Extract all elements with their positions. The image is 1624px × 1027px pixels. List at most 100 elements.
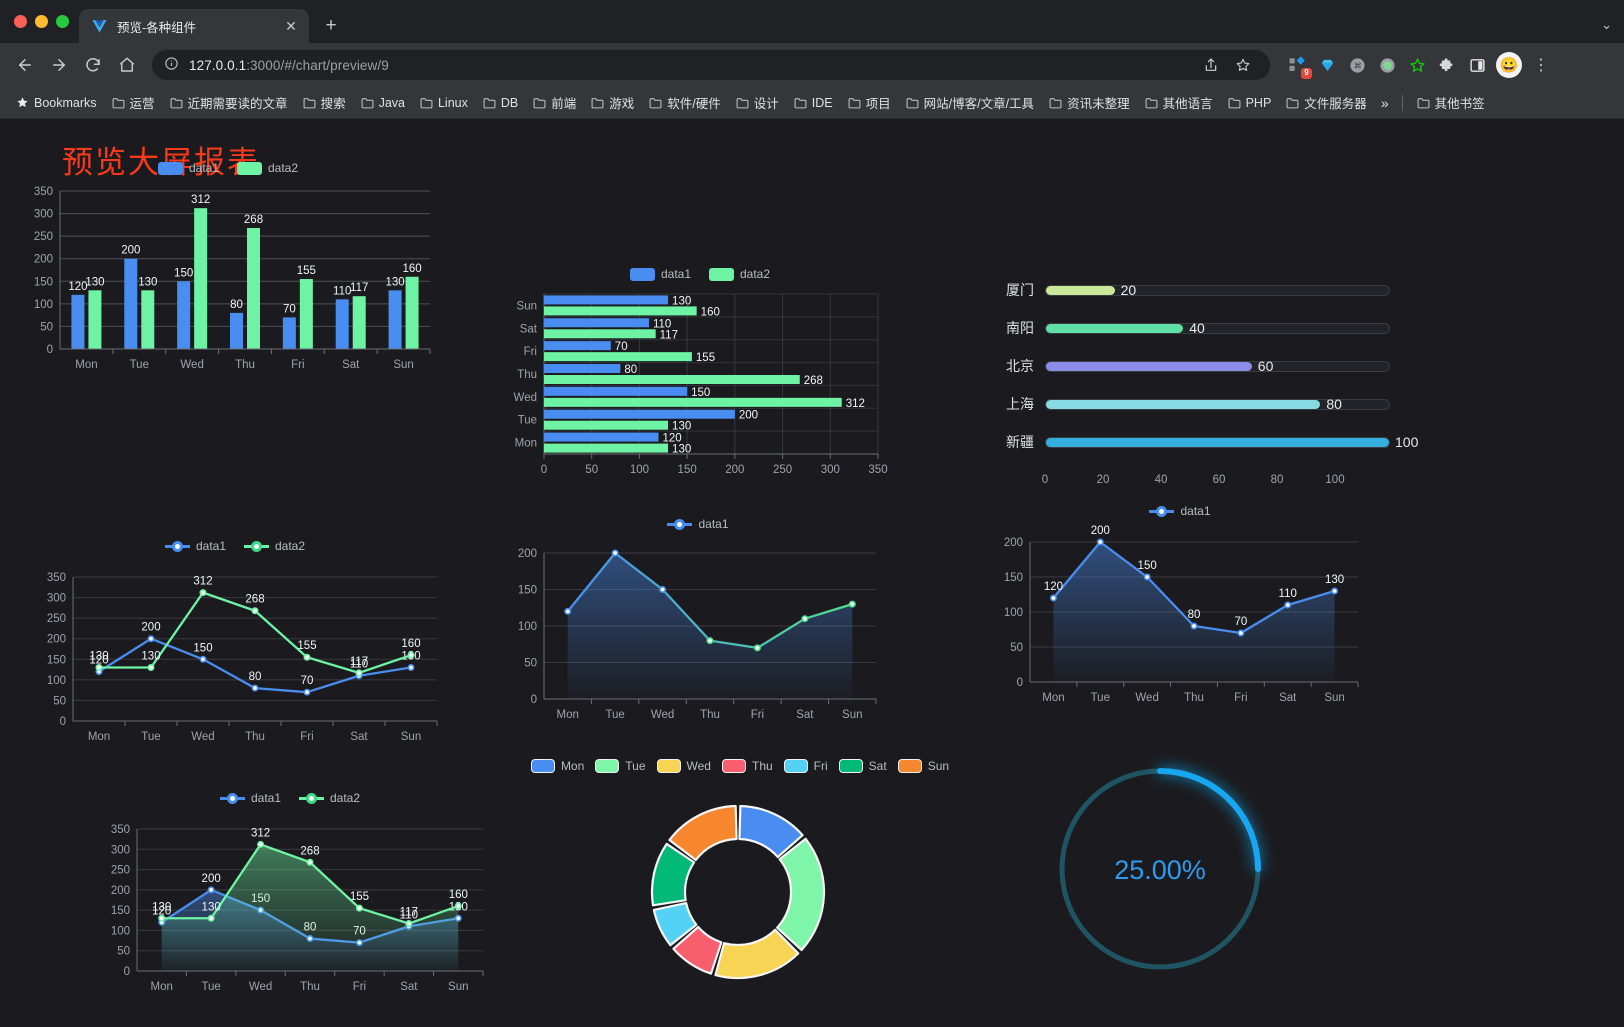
donut-slice[interactable] <box>668 804 738 862</box>
minimize-window-button[interactable] <box>35 15 48 28</box>
bookmark-folder[interactable]: 资讯未整理 <box>1042 89 1137 116</box>
new-tab-button[interactable]: + <box>325 15 337 36</box>
progress-row[interactable]: 上海 80 <box>990 385 1390 423</box>
bookmark-folder[interactable]: 近期需要读的文章 <box>163 89 295 116</box>
home-button[interactable] <box>112 50 142 80</box>
legend-item-thu[interactable]: Thu <box>721 759 773 773</box>
chart-area-single[interactable]: data1 0 50 100 150 200 Mon Tue Wed Thu Fri Sat Sun 1… <box>980 504 1380 719</box>
bookmark-folder[interactable]: 游戏 <box>584 89 641 116</box>
bar[interactable] <box>247 228 260 349</box>
bar[interactable] <box>282 317 296 349</box>
bookmark-folder[interactable]: 搜索 <box>296 89 353 116</box>
bar[interactable] <box>544 375 800 384</box>
progress-track[interactable]: 20 <box>1045 282 1390 298</box>
bar[interactable] <box>299 279 313 349</box>
bar[interactable] <box>544 432 659 442</box>
legend-item-mon[interactable]: Mon <box>530 759 584 773</box>
legend-item-data2[interactable]: data2 <box>299 791 360 805</box>
bar[interactable] <box>544 352 692 362</box>
chart-line-smooth-gradient[interactable]: data1 0 50 100 150 200 Mon Tue Wed Thu Fri Sat Sun <box>498 517 898 732</box>
data-point[interactable] <box>303 688 311 696</box>
progress-row[interactable]: 新疆 100 <box>990 423 1418 461</box>
chart-area-dual[interactable]: data1 data2 0 50 100 150 200 250 300 350 Mon Tue W… <box>85 791 495 1016</box>
data-point[interactable] <box>407 651 415 659</box>
chart-bar-vertical[interactable]: data1 data2 0 50 100 150 200 250 300 350 Mon 120 1… <box>18 161 438 411</box>
bar[interactable] <box>230 312 243 349</box>
bookmark-folder[interactable]: 项目 <box>841 89 898 116</box>
sidepanel-icon[interactable] <box>1466 54 1488 76</box>
bar[interactable] <box>388 290 402 349</box>
close-tab-button[interactable]: ✕ <box>285 18 297 34</box>
bar[interactable] <box>71 294 85 349</box>
data-point[interactable] <box>147 664 155 672</box>
data-point[interactable] <box>355 904 363 912</box>
browser-tab[interactable]: 预览-各种组件 ✕ <box>79 9 309 43</box>
legend-item-data1[interactable]: data1 <box>629 267 691 281</box>
legend-item-data1[interactable]: data1 <box>164 539 226 553</box>
close-window-button[interactable] <box>14 15 27 28</box>
site-info-icon[interactable] <box>164 56 179 74</box>
data-point[interactable] <box>251 607 259 615</box>
legend-item-sun[interactable]: Sun <box>897 759 949 773</box>
bookmark-folder[interactable]: PHP <box>1221 92 1279 114</box>
bar[interactable] <box>544 295 669 305</box>
chart-gauge[interactable]: 25.00% <box>1040 744 1280 1004</box>
forward-button[interactable] <box>44 50 74 80</box>
bookmark-folder[interactable]: DB <box>476 92 525 114</box>
bar[interactable] <box>544 329 656 339</box>
legend-item-data1[interactable]: data1 <box>1149 504 1211 518</box>
donut-slice[interactable] <box>714 928 800 980</box>
donut-slice[interactable] <box>776 837 826 952</box>
data-point[interactable] <box>251 684 259 692</box>
bar[interactable] <box>352 296 366 349</box>
data-point[interactable] <box>199 655 207 663</box>
legend-item-data1[interactable]: data1 <box>667 517 729 531</box>
bookmark-folder[interactable]: 网站/博客/文章/工具 <box>899 89 1041 116</box>
data-point[interactable] <box>199 589 207 597</box>
progress-track[interactable]: 100 <box>1045 434 1418 450</box>
donut-slice[interactable] <box>650 842 696 907</box>
bar[interactable] <box>544 364 621 373</box>
data-point[interactable] <box>207 914 215 922</box>
data-point[interactable] <box>801 615 809 623</box>
bookmark-folder[interactable]: Linux <box>413 92 475 114</box>
bookmark-folder[interactable]: 软件/硬件 <box>642 89 727 116</box>
data-point[interactable] <box>1049 594 1057 602</box>
bar[interactable] <box>544 420 669 430</box>
data-point[interactable] <box>95 664 103 672</box>
bar[interactable] <box>544 443 669 453</box>
bookmarks-root[interactable]: Bookmarks <box>9 92 104 114</box>
bookmark-star-icon[interactable] <box>1228 50 1258 80</box>
bar[interactable] <box>544 386 688 396</box>
data-point[interactable] <box>753 644 761 652</box>
bar[interactable] <box>544 318 649 328</box>
data-point[interactable] <box>147 635 155 643</box>
donut-slice[interactable] <box>652 901 698 947</box>
extensions-grid-icon[interactable]: 9 <box>1286 54 1312 79</box>
back-button[interactable] <box>10 50 40 80</box>
bar[interactable] <box>544 306 697 316</box>
bar[interactable] <box>405 276 419 349</box>
bar[interactable] <box>88 290 102 349</box>
address-bar[interactable]: 127.0.0.1:3000/#/chart/preview/9 <box>152 50 1270 80</box>
chart-progress-bars[interactable]: 厦门 20 南阳 40 北京 60 上海 80 新疆 100 0 20 40 60 80 100 <box>990 271 1418 506</box>
bar[interactable] <box>124 258 138 349</box>
data-point[interactable] <box>1331 587 1339 595</box>
data-point[interactable] <box>1143 573 1151 581</box>
data-point[interactable] <box>659 585 667 593</box>
puzzle-icon[interactable] <box>1436 54 1458 76</box>
progress-track[interactable]: 80 <box>1045 396 1390 412</box>
legend-item-fri[interactable]: Fri <box>783 759 828 773</box>
bar[interactable] <box>194 208 208 349</box>
tab-list-chevron-icon[interactable]: ⌄ <box>1601 17 1612 32</box>
bookmark-folder[interactable]: Java <box>354 92 412 114</box>
data-point[interactable] <box>355 669 363 677</box>
bar[interactable] <box>141 290 155 349</box>
legend-item-sat[interactable]: Sat <box>838 759 887 773</box>
chart-donut[interactable]: Mon Tue Wed Thu Fri Sat Sun <box>520 759 960 1009</box>
bookmark-folder[interactable]: 前端 <box>526 89 583 116</box>
legend-item-data2[interactable]: data2 <box>237 161 298 175</box>
bookmark-folder[interactable]: 其他语言 <box>1138 89 1220 116</box>
bookmark-folder[interactable]: 运营 <box>105 89 162 116</box>
bar[interactable] <box>544 397 842 407</box>
